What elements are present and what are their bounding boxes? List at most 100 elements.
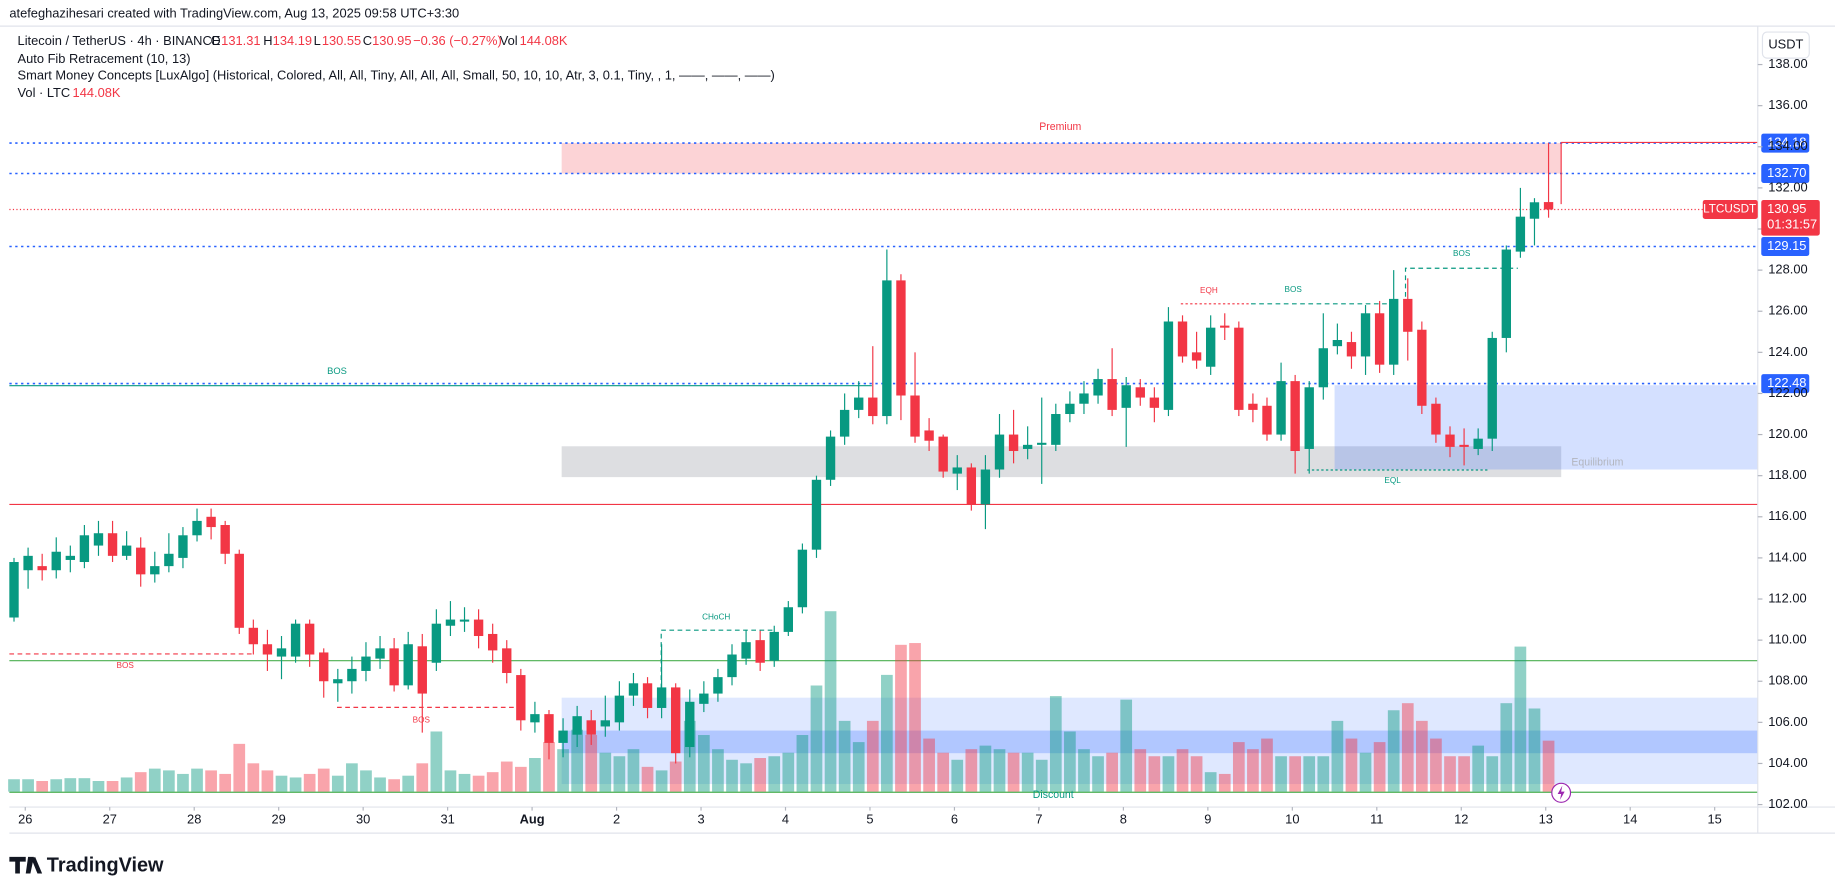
y-tick-label: 118.00 — [1768, 467, 1806, 482]
volume-bar — [78, 778, 91, 792]
y-tick-label: 116.00 — [1768, 508, 1806, 523]
volume-bar — [1289, 756, 1301, 792]
candle-body — [1346, 342, 1357, 357]
x-tick-label: 6 — [951, 811, 958, 826]
x-tick-label: 8 — [1120, 811, 1127, 826]
volume-bar — [895, 644, 907, 792]
x-tick-label: 15 — [1708, 811, 1722, 826]
candle-body — [1389, 298, 1399, 365]
volume-bar — [106, 781, 119, 792]
volume-bar — [303, 773, 316, 792]
candle-body — [37, 566, 47, 571]
indicator-value: 144.08K — [73, 85, 121, 100]
candle-body — [150, 566, 160, 575]
price-tag — [1761, 133, 1810, 153]
candle-body — [825, 436, 836, 480]
annotation: BOS — [1453, 249, 1471, 258]
candle-body — [1360, 313, 1371, 357]
volume-bar — [514, 766, 527, 792]
volume-bar — [416, 763, 429, 792]
volume-bar — [669, 761, 682, 792]
volume-bar — [951, 759, 964, 792]
symbol-tag — [1702, 199, 1758, 219]
candle-body — [206, 516, 216, 528]
candle-body — [1473, 438, 1483, 449]
overlay-layer — [8, 142, 1758, 793]
x-tick-label: 2 — [613, 811, 620, 826]
volume-bar — [1528, 708, 1541, 792]
volume-bar — [1218, 773, 1231, 792]
candle-body — [910, 395, 920, 437]
indicator-label: Smart Money Concepts [LuxAlgo] (Historic… — [18, 67, 775, 82]
price-tag-label: 122.48 — [1767, 375, 1806, 390]
currency-label[interactable]: USDT — [1768, 36, 1803, 51]
volume-bar — [500, 761, 513, 792]
annotation: Equilibrium — [1571, 457, 1623, 469]
event-icon-bolt — [1557, 785, 1565, 800]
volume-bar — [1162, 756, 1175, 792]
candle-body — [1191, 352, 1202, 361]
volume-bar — [444, 770, 457, 792]
price-tag — [1761, 164, 1810, 183]
candle-body — [1543, 202, 1554, 210]
currency-button[interactable] — [1761, 31, 1810, 59]
x-tick-label: 5 — [866, 811, 873, 826]
volume-bar — [1148, 756, 1161, 792]
volume-bar — [810, 685, 823, 792]
volume-bar — [529, 758, 541, 792]
zone — [561, 730, 1758, 754]
volume-bar — [1514, 646, 1527, 792]
candle-body — [938, 436, 948, 472]
zone — [561, 143, 1562, 174]
volume-bar — [177, 773, 189, 792]
candle-body — [868, 397, 878, 417]
y-tick-label: 108.00 — [1768, 673, 1807, 688]
volume-bar — [1176, 749, 1189, 792]
price-tag — [1761, 236, 1810, 256]
volume-bar — [1486, 756, 1499, 792]
volume-bar — [909, 643, 921, 792]
volume-bar — [627, 749, 640, 792]
candle-body — [572, 716, 582, 735]
x-tick-label: 29 — [272, 811, 286, 826]
candle-body — [1205, 327, 1216, 367]
x-tick-label: 31 — [440, 811, 454, 826]
candle-body — [93, 533, 104, 546]
volume-bar — [1345, 738, 1358, 792]
volume-bar — [374, 777, 386, 792]
candle-body — [319, 652, 329, 682]
candle-body — [980, 469, 991, 505]
legend-key: L — [314, 33, 321, 48]
x-tick-label: 27 — [103, 811, 117, 826]
candle-body — [1501, 249, 1512, 338]
volume-bar — [1021, 752, 1034, 792]
candle-body — [1262, 405, 1272, 435]
candle-body — [741, 642, 751, 659]
candle-body — [1177, 321, 1188, 357]
volume-bar — [1430, 738, 1442, 792]
candle-body — [502, 648, 512, 674]
volume-bar — [1331, 720, 1344, 792]
candle-body — [1121, 385, 1131, 408]
volume-bar — [1542, 740, 1555, 792]
y-tick-label: 106.00 — [1768, 714, 1807, 729]
annotation: BOS — [327, 365, 347, 376]
x-tick-label: 30 — [356, 811, 370, 826]
candle-body — [656, 687, 667, 708]
volume-bar — [1387, 710, 1400, 792]
candle-body — [1149, 397, 1160, 408]
x-tick-label: 10 — [1285, 811, 1299, 826]
annotation: Discount — [1033, 789, 1074, 801]
y-tick-label: 136.00 — [1768, 97, 1807, 112]
price-tag — [1761, 374, 1810, 394]
candle-body — [1093, 379, 1103, 396]
candle-body — [1008, 434, 1019, 452]
volume-bar — [317, 768, 330, 792]
candle-body — [9, 562, 19, 618]
x-tick-label: Aug — [520, 811, 545, 826]
candle-body — [797, 549, 808, 608]
candle-body — [1431, 403, 1441, 435]
legend-key: C — [363, 33, 372, 48]
volume-bar — [148, 768, 161, 792]
